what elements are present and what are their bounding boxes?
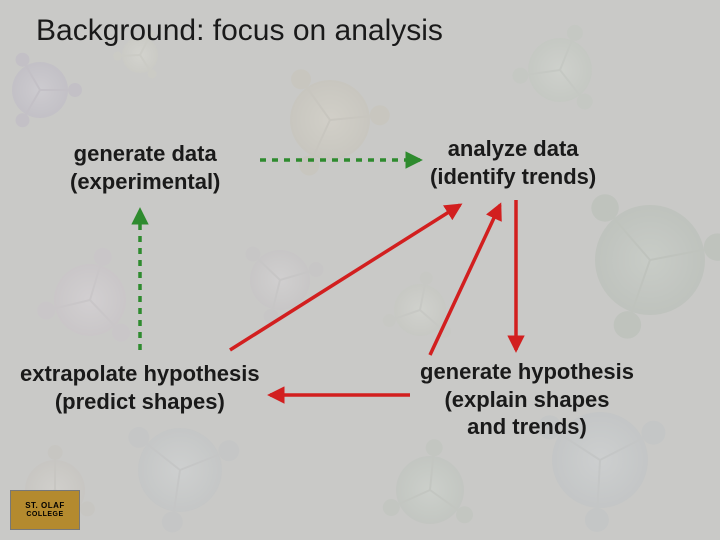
node-generate-hypothesis: generate hypothesis (explain shapes and … (420, 358, 634, 441)
logo-line2: COLLEGE (26, 511, 63, 518)
node-generate-data: generate data (experimental) (70, 140, 220, 195)
slide: Background: focus on analysis generate d… (0, 0, 720, 540)
arrow-extrapolate-to-analyze (230, 205, 460, 350)
node-generate-hyp-line2: (explain shapes (420, 386, 634, 414)
college-logo: ST. OLAF COLLEGE (10, 490, 80, 530)
node-analyze-data-line2: (identify trends) (430, 163, 596, 191)
arrow-hyp-to-analyze (430, 205, 500, 355)
node-extrapolate-line2: (predict shapes) (20, 388, 260, 416)
node-extrapolate-line1: extrapolate hypothesis (20, 360, 260, 388)
slide-title: Background: focus on analysis (36, 14, 443, 48)
node-extrapolate-hypothesis: extrapolate hypothesis (predict shapes) (20, 360, 260, 415)
node-generate-data-line1: generate data (70, 140, 220, 168)
background-molecules (0, 0, 720, 540)
node-generate-hyp-line3: and trends) (420, 413, 634, 441)
arrow-layer (0, 0, 720, 540)
node-generate-hyp-line1: generate hypothesis (420, 358, 634, 386)
logo-line1: ST. OLAF (25, 502, 65, 510)
node-generate-data-line2: (experimental) (70, 168, 220, 196)
node-analyze-data: analyze data (identify trends) (430, 135, 596, 190)
node-analyze-data-line1: analyze data (430, 135, 596, 163)
